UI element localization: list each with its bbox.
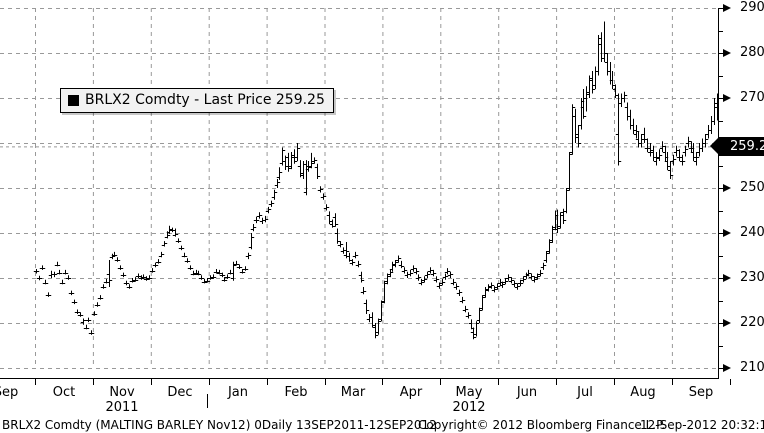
y-tick-label: 210 xyxy=(740,360,764,375)
y-minor-tick-mark xyxy=(718,256,723,257)
footer: BRLX2 Comdty (MALTING BARLEY Nov12) 0Dai… xyxy=(0,417,764,433)
x-year-label: 2012 xyxy=(452,400,486,415)
y-minor-tick-mark xyxy=(718,121,723,122)
ohlc-bars-svg xyxy=(0,8,719,369)
y-tick-arrow-icon xyxy=(723,274,731,282)
y-tick-label: 280 xyxy=(740,45,764,60)
y-tick-arrow-icon xyxy=(723,229,731,237)
x-tick-label: Jul xyxy=(577,385,593,400)
x-tick-label: Apr xyxy=(399,385,423,400)
x-axis-line xyxy=(0,378,719,379)
x-tick-mark xyxy=(440,379,441,385)
x-tick-label: May xyxy=(455,385,483,400)
x-axis[interactable]: Sep Oct Nov Dec Jan Feb Mar Apr May Jun Jul Aug Sep 2… xyxy=(0,379,731,419)
y-minor-tick-mark xyxy=(718,346,723,347)
ohlc-bars xyxy=(33,21,719,340)
y-tick-arrow-icon xyxy=(723,184,731,192)
y-tick-label: 250 xyxy=(740,180,764,195)
y-tick-mark xyxy=(718,323,725,324)
y-tick-label: 240 xyxy=(740,225,764,240)
y-tick-mark xyxy=(718,188,725,189)
y-tick-mark xyxy=(718,98,725,99)
x-tick-label: Dec xyxy=(167,385,193,400)
y-tick-arrow-icon xyxy=(723,364,731,372)
x-tick-label: Aug xyxy=(630,385,656,400)
x-year-label: 2011 xyxy=(105,400,139,415)
y-tick-label: 220 xyxy=(740,315,764,330)
y-minor-tick-mark xyxy=(718,211,723,212)
last-price-badge[interactable]: 259.25 xyxy=(718,137,764,156)
y-tick-mark xyxy=(718,53,725,54)
legend-label: BRLX2 Comdty - Last Price 259.25 xyxy=(85,92,325,108)
x-tick-mark xyxy=(209,379,210,385)
plot-area[interactable] xyxy=(0,8,719,369)
x-tick-mark xyxy=(730,379,731,385)
last-price-pointer-icon xyxy=(710,137,719,155)
x-tick-mark xyxy=(614,379,615,385)
footer-security-line: BRLX2 Comdty (MALTING BARLEY Nov12) 0Dai… xyxy=(2,418,437,432)
y-tick-mark xyxy=(718,278,725,279)
x-tick-mark xyxy=(672,379,673,385)
legend[interactable]: BRLX2 Comdty - Last Price 259.25 xyxy=(60,88,334,113)
x-tick-mark xyxy=(93,379,94,385)
x-tick-label: Oct xyxy=(52,385,76,400)
y-tick-mark xyxy=(718,233,725,234)
footer-timestamp: 12-Sep-2012 20:32:16 xyxy=(640,418,764,432)
y-tick-arrow-icon xyxy=(723,94,731,102)
y-tick-mark xyxy=(718,368,725,369)
x-tick-mark xyxy=(35,379,36,385)
footer-copyright: Copyright© 2012 Bloomberg Finance L.P. xyxy=(418,418,666,432)
y-minor-tick-mark xyxy=(718,301,723,302)
x-tick-label: Mar xyxy=(340,385,366,400)
y-tick-label: 270 xyxy=(740,90,764,105)
footer-divider-tick xyxy=(207,394,208,408)
x-tick-label: Feb xyxy=(284,385,308,400)
x-tick-mark xyxy=(325,379,326,385)
y-tick-arrow-icon xyxy=(723,319,731,327)
x-tick-mark xyxy=(267,379,268,385)
y-tick-arrow-icon xyxy=(723,4,731,12)
x-tick-mark xyxy=(151,379,152,385)
x-tick-mark xyxy=(382,379,383,385)
y-tick-mark xyxy=(718,8,725,9)
y-tick-label: 230 xyxy=(740,270,764,285)
x-tick-label: Sep xyxy=(688,385,714,400)
vertical-gridlines xyxy=(35,8,673,368)
y-minor-tick-mark xyxy=(718,166,723,167)
y-minor-tick-mark xyxy=(718,76,723,77)
x-tick-label: Nov xyxy=(109,385,135,400)
y-minor-tick-mark xyxy=(718,31,723,32)
x-tick-mark xyxy=(556,379,557,385)
x-tick-label: Jan xyxy=(227,385,249,400)
y-tick-label: 290 xyxy=(740,0,764,15)
y-axis[interactable]: 290280270260250240230220210 xyxy=(718,0,764,390)
legend-swatch-icon xyxy=(68,94,79,106)
x-tick-label: Sep xyxy=(0,385,19,400)
x-tick-mark xyxy=(498,379,499,385)
x-tick-label: Jun xyxy=(516,385,538,400)
y-tick-arrow-icon xyxy=(723,49,731,57)
y-axis-line xyxy=(718,8,719,379)
